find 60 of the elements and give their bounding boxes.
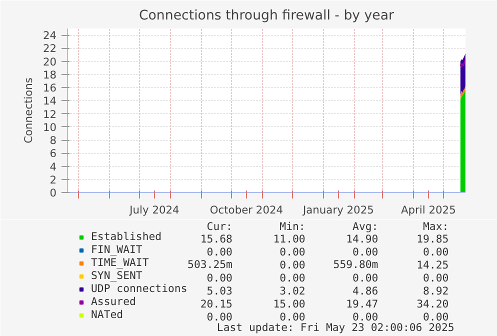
text: Min: (280, 220, 306, 233)
text: 0.00 (352, 272, 378, 284)
legend-label: Assured (91, 295, 136, 308)
y-tick-label: 18 (42, 68, 57, 82)
text: 0.00 (352, 310, 378, 324)
y-tick-label: 10 (42, 120, 57, 134)
text: 0.00 (280, 272, 306, 284)
text: 0.00 (280, 246, 306, 258)
y-tick-label: 14 (42, 94, 57, 108)
legend-label: UDP connections (91, 282, 188, 295)
x-tick-label: April 2025 (400, 204, 456, 216)
text: 14.25 (416, 258, 449, 272)
x-tick-label: January 2025 (302, 204, 374, 216)
text: 0.00 (423, 246, 449, 258)
legend-label: Established (91, 230, 162, 243)
text: 0.00 (206, 272, 232, 284)
legend-label: TIME_WAIT (91, 256, 149, 269)
y-tick-label: 22 (42, 42, 57, 56)
text: 559.80m (333, 258, 378, 271)
x-tick-label: July 2024 (128, 204, 180, 216)
y-tick-label: 20 (42, 55, 57, 68)
x-tick-label: October 2024 (210, 204, 284, 216)
text: 0.00 (206, 310, 232, 324)
y-tick-label: 16 (42, 82, 57, 95)
legend-label: NATed (91, 308, 124, 321)
text: 4.86 (352, 284, 378, 298)
y-axis-title: Connections (22, 77, 35, 144)
text: 15.00 (273, 298, 306, 310)
text: 0.00 (423, 310, 449, 324)
text: 14.90 (346, 232, 378, 246)
y-tick-label: 12 (42, 108, 57, 121)
text: Avg: (352, 220, 378, 233)
text: 3.02 (280, 284, 306, 298)
text: 0.00 (206, 246, 232, 258)
y-tick-label: 0 (50, 186, 57, 200)
text: 0.00 (280, 310, 306, 324)
line-series (460, 59, 466, 68)
legend-label: SYN_SENT (91, 269, 142, 282)
text: 0.00 (280, 258, 306, 272)
text: 0.00 (352, 246, 378, 258)
text: Cur: (206, 220, 232, 233)
text: 5.03 (206, 284, 232, 298)
text: 19.47 (346, 298, 378, 310)
chart-title: Connections through firewall - by year (138, 8, 395, 24)
legend-label: FIN_WAIT (91, 243, 142, 256)
y-tick-label: 6 (50, 147, 57, 160)
text: Max: (423, 220, 449, 233)
text: 8.92 (423, 284, 449, 298)
y-tick-label: 24 (42, 29, 57, 42)
text: 503.25m (188, 258, 232, 271)
text: 0.00 (423, 272, 449, 284)
text: 15.68 (200, 232, 232, 246)
text: Last update: Fri May 23 02:00:06 2025 (216, 321, 454, 334)
text: 19.85 (416, 232, 449, 246)
text: 34.20 (416, 298, 449, 310)
text: 20.15 (200, 298, 232, 310)
y-tick-label: 2 (50, 173, 56, 186)
text: 11.00 (273, 232, 306, 246)
y-tick-label: 4 (50, 160, 57, 174)
y-tick-label: 8 (50, 134, 57, 148)
